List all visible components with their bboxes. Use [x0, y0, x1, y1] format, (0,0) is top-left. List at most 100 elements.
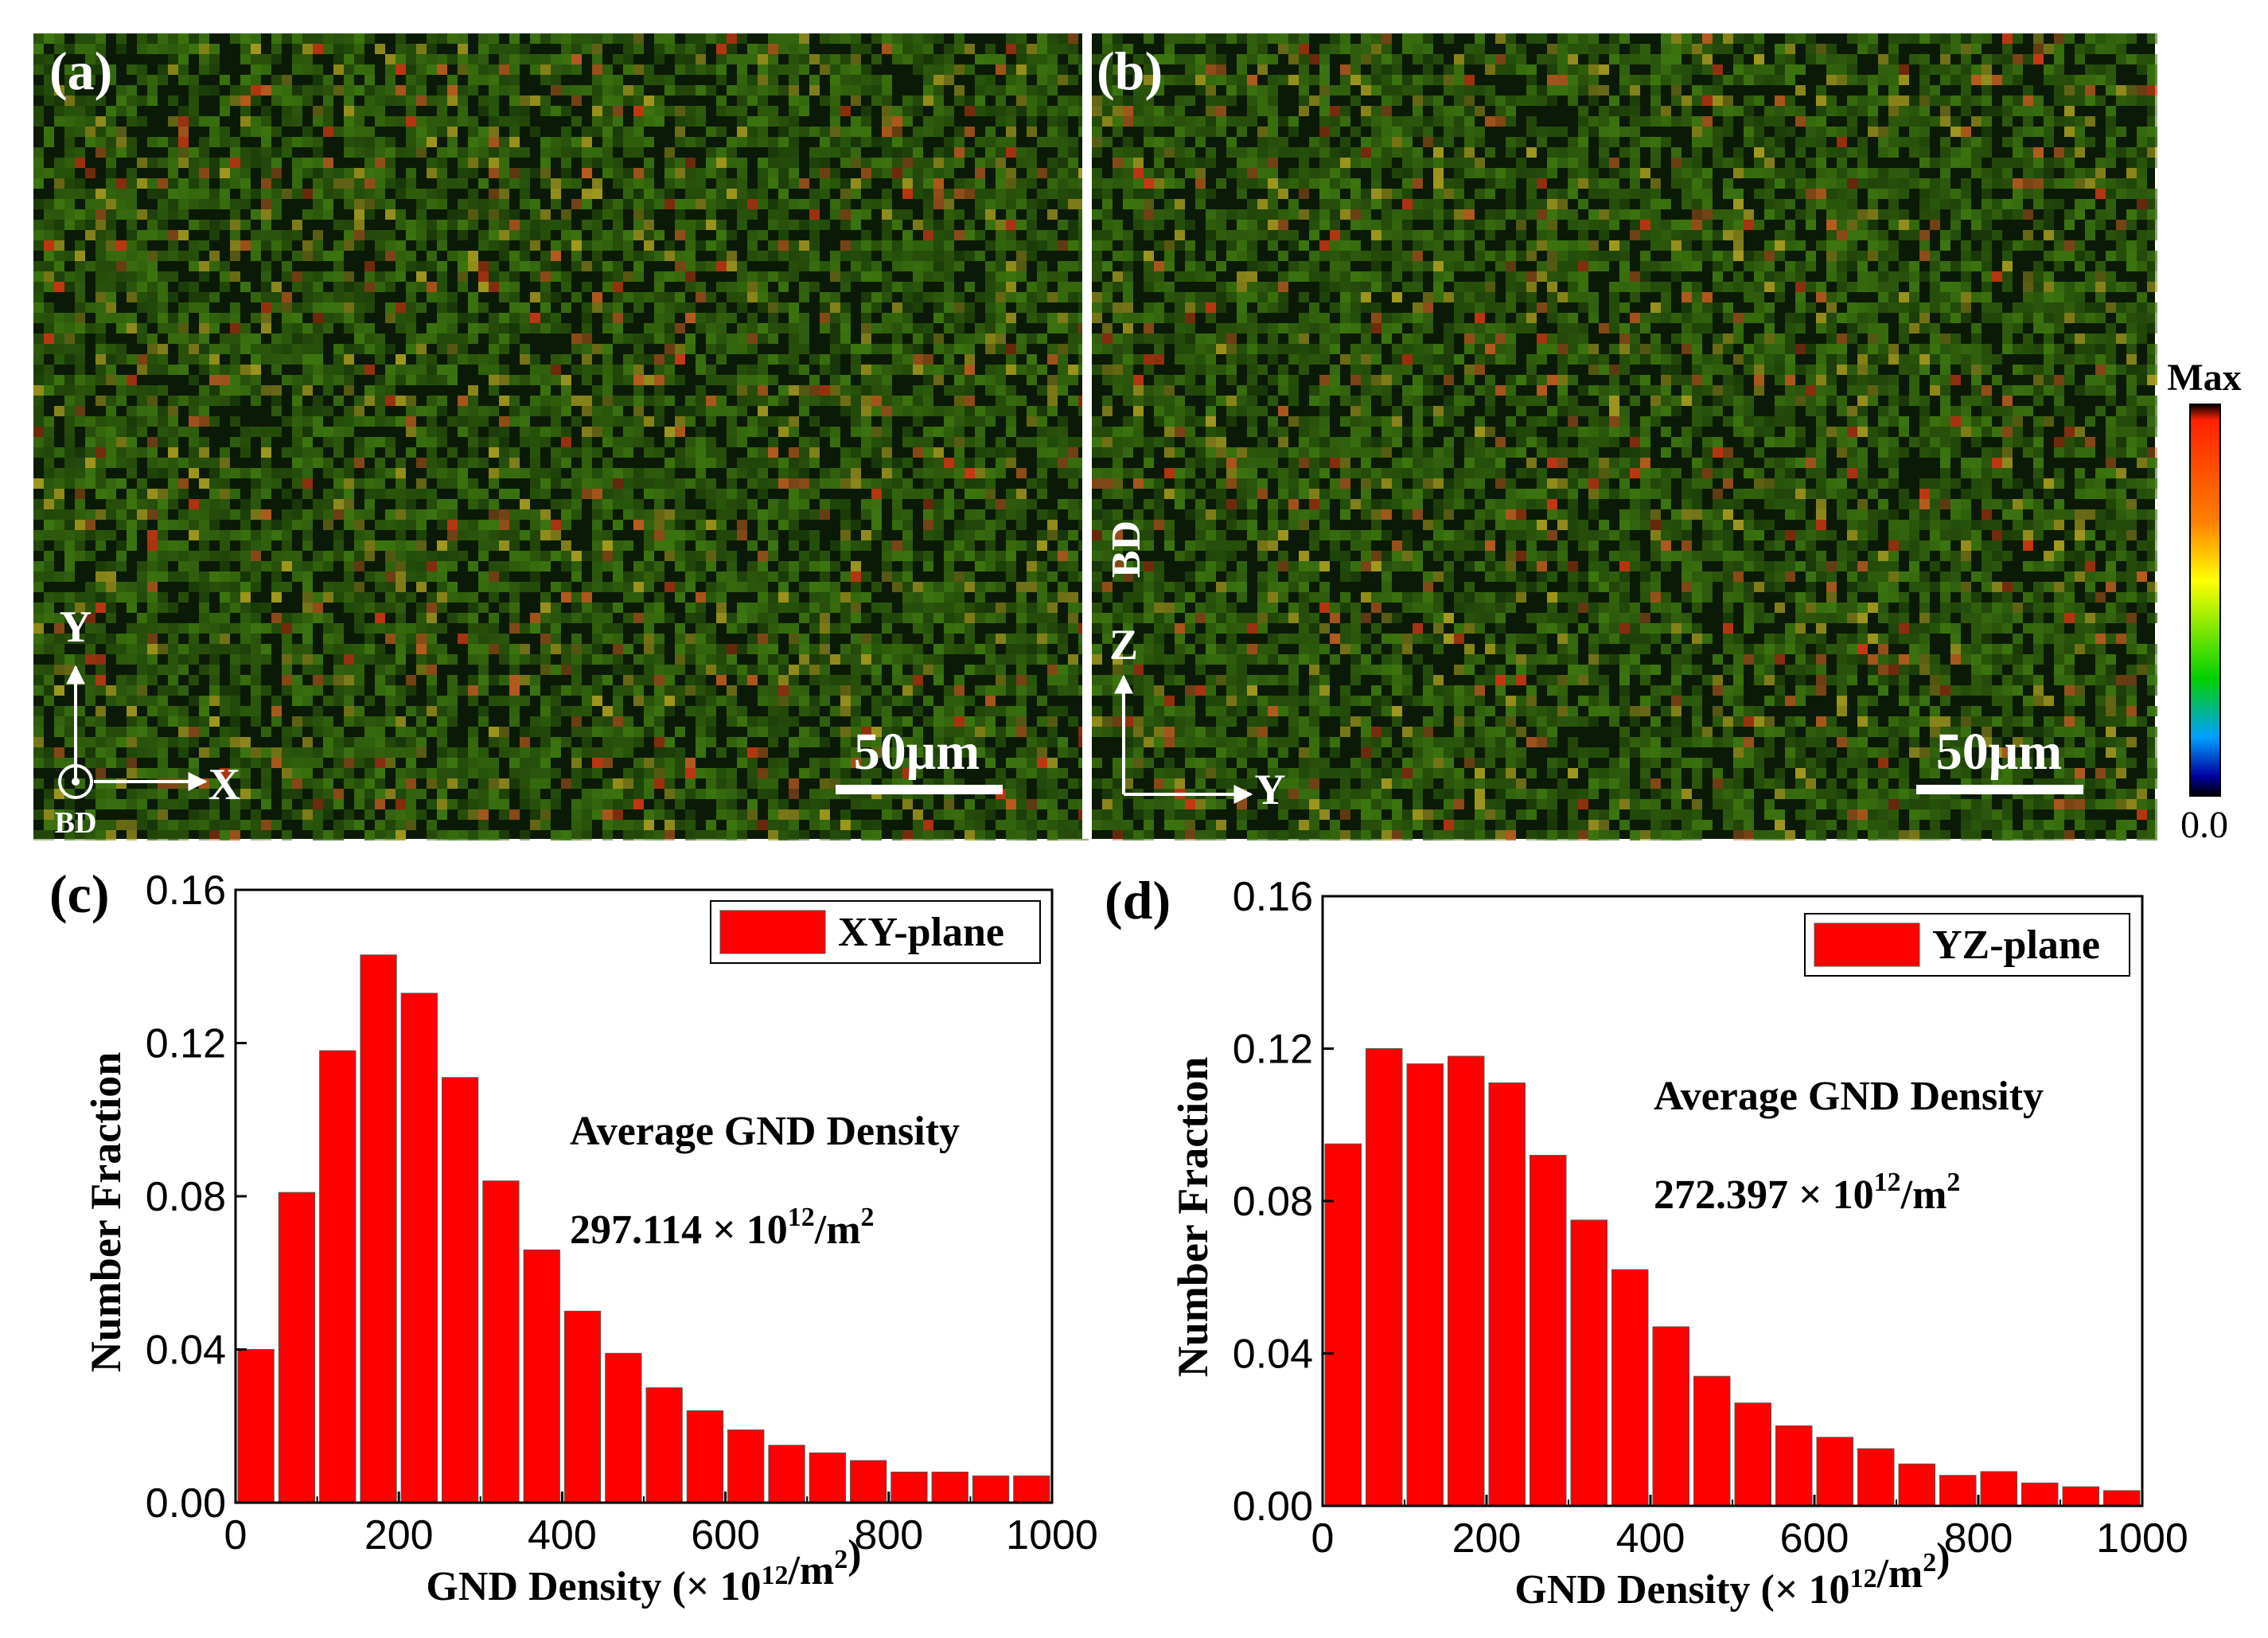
map-pixel	[375, 571, 385, 582]
map-pixel	[447, 706, 458, 716]
map-pixel	[892, 727, 902, 737]
map-pixel	[882, 116, 892, 127]
map-pixel	[168, 654, 178, 665]
map-pixel	[830, 302, 840, 313]
map-pixel	[820, 582, 830, 592]
map-pixel	[478, 64, 489, 75]
map-pixel	[758, 365, 768, 375]
map-pixel	[923, 530, 933, 540]
map-pixel	[33, 478, 44, 489]
map-pixel	[871, 427, 882, 437]
map-pixel	[799, 603, 809, 613]
map-pixel	[768, 251, 778, 261]
map-pixel	[1037, 230, 1047, 240]
map-pixel	[520, 354, 530, 365]
map-pixel	[727, 530, 737, 540]
map-pixel	[271, 365, 282, 375]
map-pixel	[406, 106, 416, 116]
map-pixel	[985, 561, 996, 571]
map-pixel	[313, 106, 323, 116]
map-pixel	[923, 396, 933, 406]
map-pixel	[147, 209, 158, 220]
map-pixel	[54, 251, 64, 261]
map-pixel	[706, 344, 716, 354]
map-pixel	[178, 716, 189, 727]
map-pixel	[861, 540, 871, 551]
map-pixel	[292, 509, 302, 520]
map-pixel	[44, 271, 54, 282]
map-pixel	[861, 385, 871, 396]
map-pixel	[530, 551, 540, 561]
map-pixel	[1058, 147, 1068, 158]
map-pixel	[1006, 530, 1016, 540]
map-pixel	[530, 530, 540, 540]
map-pixel	[902, 344, 913, 354]
map-pixel	[75, 209, 85, 220]
map-pixel	[551, 603, 561, 613]
map-pixel	[613, 551, 623, 561]
map-pixel	[468, 437, 478, 447]
map-pixel	[385, 571, 396, 582]
map-pixel	[520, 737, 530, 747]
map-pixel	[468, 737, 478, 747]
map-pixel	[240, 603, 251, 613]
map-pixel	[685, 603, 696, 613]
map-pixel	[344, 147, 354, 158]
map-pixel	[416, 282, 427, 292]
map-pixel	[809, 644, 820, 654]
map-pixel	[354, 178, 364, 189]
map-pixel	[996, 137, 1006, 147]
map-pixel	[996, 282, 1006, 292]
map-pixel	[147, 561, 158, 571]
map-pixel	[644, 209, 654, 220]
map-pixel	[189, 696, 199, 706]
map-pixel	[209, 747, 220, 758]
map-pixel	[975, 509, 985, 520]
map-pixel	[333, 44, 344, 54]
map-pixel	[189, 189, 199, 199]
map-pixel	[985, 540, 996, 551]
map-pixel	[633, 385, 644, 396]
map-pixel	[923, 354, 933, 365]
map-pixel	[696, 540, 706, 551]
map-pixel	[571, 654, 582, 665]
map-pixel	[33, 261, 44, 271]
map-pixel	[333, 540, 344, 551]
map-pixel	[85, 375, 95, 385]
map-pixel	[1068, 561, 1078, 571]
map-pixel	[799, 644, 809, 654]
map-pixel	[664, 540, 675, 551]
map-pixel	[851, 209, 861, 220]
map-pixel	[199, 365, 209, 375]
map-pixel	[996, 520, 1006, 530]
map-pixel	[975, 603, 985, 613]
map-pixel	[220, 540, 230, 551]
map-pixel	[168, 478, 178, 489]
map-pixel	[509, 75, 520, 85]
map-pixel	[437, 520, 447, 530]
map-pixel	[251, 365, 261, 375]
map-pixel	[354, 220, 364, 230]
map-pixel	[540, 106, 551, 116]
map-pixel	[540, 158, 551, 168]
map-pixel	[271, 33, 282, 44]
map-pixel	[375, 727, 385, 737]
map-pixel	[478, 582, 489, 592]
map-pixel	[778, 716, 789, 727]
map-pixel	[789, 302, 799, 313]
map-pixel	[737, 33, 747, 44]
map-pixel	[830, 468, 840, 478]
map-pixel	[1058, 447, 1068, 458]
map-pixel	[292, 282, 302, 292]
map-pixel	[851, 561, 861, 571]
map-pixel	[344, 509, 354, 520]
map-pixel	[685, 251, 696, 261]
map-pixel	[716, 127, 727, 137]
map-pixel	[540, 603, 551, 613]
map-pixel	[54, 354, 64, 365]
map-pixel	[520, 727, 530, 737]
map-pixel	[261, 478, 271, 489]
map-pixel	[189, 344, 199, 354]
map-pixel	[375, 385, 385, 396]
map-pixel	[820, 64, 830, 75]
